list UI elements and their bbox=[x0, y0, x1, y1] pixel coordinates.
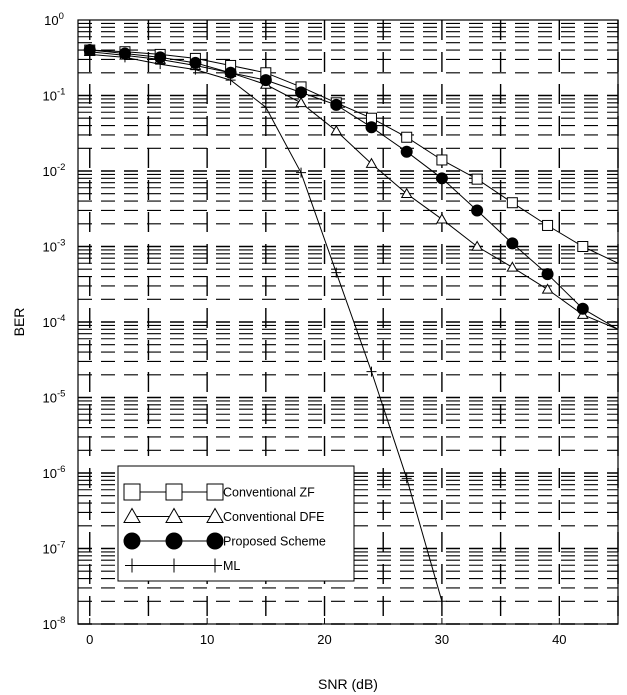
series-square bbox=[84, 44, 618, 264]
y-tick-label: 10-3 bbox=[43, 238, 66, 255]
data-point bbox=[401, 473, 412, 484]
y-tick-label: 10-5 bbox=[43, 389, 66, 406]
data-point bbox=[541, 283, 554, 294]
data-point bbox=[400, 145, 413, 158]
x-tick-label: 20 bbox=[317, 632, 331, 647]
data-point bbox=[155, 59, 166, 70]
data-point bbox=[576, 302, 589, 315]
data-point bbox=[295, 96, 307, 108]
data-point bbox=[436, 154, 448, 166]
data-point bbox=[295, 86, 308, 99]
legend-marker bbox=[125, 558, 139, 573]
legend-marker bbox=[123, 532, 141, 550]
y-tick-label: 10-1 bbox=[43, 87, 66, 104]
legend-label: Proposed Scheme bbox=[223, 535, 326, 549]
legend-marker bbox=[123, 483, 141, 501]
data-point bbox=[471, 173, 483, 185]
legend-marker bbox=[208, 558, 222, 573]
series-line bbox=[89, 51, 618, 330]
y-tick-label: 10-6 bbox=[43, 464, 66, 481]
legend-marker bbox=[206, 532, 224, 550]
legend-marker bbox=[165, 507, 183, 523]
y-tick-label: 10-7 bbox=[43, 540, 66, 557]
legend-label: Conventional DFE bbox=[223, 510, 324, 524]
series-line bbox=[89, 49, 618, 264]
data-point bbox=[260, 102, 271, 113]
data-point bbox=[506, 237, 519, 250]
data-point bbox=[435, 172, 448, 185]
axis-ticks: 0 10 20 30 40 100 10-1 10-2 10-3 10-4 10-5 10-6 10-7… bbox=[43, 11, 567, 647]
data-point bbox=[119, 52, 130, 63]
data-point bbox=[225, 75, 236, 86]
series-layer bbox=[83, 44, 618, 607]
series-circle bbox=[83, 44, 618, 330]
data-point bbox=[330, 98, 343, 111]
x-tick-label: 30 bbox=[435, 632, 449, 647]
legend-marker bbox=[123, 507, 141, 523]
series-line bbox=[89, 49, 618, 330]
data-point bbox=[541, 268, 554, 281]
data-point bbox=[365, 121, 378, 134]
x-tick-label: 40 bbox=[552, 632, 566, 647]
legend-box bbox=[117, 465, 355, 582]
series-plus bbox=[84, 49, 447, 607]
legend-item: Conventional DFE bbox=[123, 507, 324, 524]
legend-marker bbox=[206, 483, 224, 501]
y-tick-label: 10-4 bbox=[43, 313, 66, 330]
data-point bbox=[401, 131, 413, 143]
y-tick-label: 10-2 bbox=[43, 162, 66, 179]
legend-label: ML bbox=[223, 559, 240, 573]
grid bbox=[78, 20, 619, 625]
data-point bbox=[400, 187, 413, 198]
legend-marker bbox=[206, 507, 224, 523]
data-point bbox=[190, 64, 201, 75]
y-tick-label: 100 bbox=[44, 11, 64, 28]
x-axis-label: SNR (dB) bbox=[318, 676, 378, 692]
data-point bbox=[436, 596, 447, 607]
data-point bbox=[84, 49, 95, 60]
data-point bbox=[471, 204, 484, 217]
legend-marker bbox=[165, 532, 183, 550]
legend-item: Proposed Scheme bbox=[123, 532, 326, 550]
data-point bbox=[259, 74, 272, 87]
y-tick-label: 10-8 bbox=[43, 615, 66, 632]
data-point bbox=[471, 240, 483, 251]
data-point bbox=[365, 157, 378, 168]
data-point bbox=[331, 267, 342, 278]
x-tick-label: 10 bbox=[200, 632, 214, 647]
legend-item: Conventional ZF bbox=[123, 483, 315, 501]
data-point bbox=[577, 241, 589, 252]
x-tick-label: 0 bbox=[86, 632, 93, 647]
data-point bbox=[436, 213, 448, 224]
legend-label: Conventional ZF bbox=[223, 486, 315, 500]
data-point bbox=[506, 261, 519, 272]
data-point bbox=[330, 124, 343, 136]
data-point bbox=[366, 366, 377, 377]
data-point bbox=[506, 197, 518, 209]
data-point bbox=[542, 219, 554, 231]
legend: Conventional ZF Conventional DFE Proposed … bbox=[117, 465, 355, 582]
y-axis-label: BER bbox=[11, 308, 27, 337]
legend-item: ML bbox=[125, 558, 240, 573]
legend-marker bbox=[165, 483, 183, 501]
data-point bbox=[296, 167, 307, 178]
legend-marker bbox=[167, 558, 181, 573]
